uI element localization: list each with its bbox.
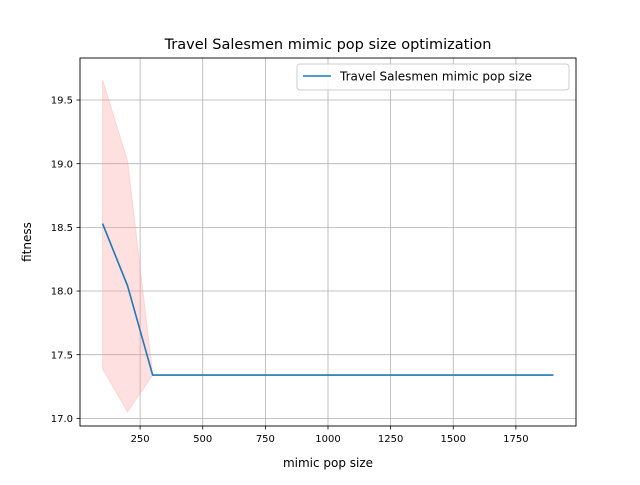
x-tick-label: 500 [193,434,212,445]
y-tick-label: 18.5 [51,223,73,234]
series-line [101,223,554,376]
x-axis-label: mimic pop size [283,456,373,470]
x-tick-label: 1250 [378,434,403,445]
x-tick-label: 1750 [503,434,528,445]
y-tick-label: 18.0 [51,287,73,298]
chart-title: Travel Salesmen mimic pop size optimizat… [164,37,492,53]
grid [80,58,576,426]
y-tick-label: 19.5 [51,96,73,107]
y-axis-label: fitness [20,222,34,262]
legend-label: Travel Salesmen mimic pop size [339,70,532,84]
axis-ticks: 250 500 750 1000 1250 1500 1750 17.0 17.5 18.0 18.… [51,96,529,445]
legend: Travel Salesmen mimic pop size [296,63,570,91]
x-tick-label: 1500 [441,434,466,445]
y-tick-label: 17.5 [51,350,73,361]
x-tick-label: 1000 [315,434,340,445]
legend-box [296,63,570,91]
series-layer [101,223,554,376]
y-tick-label: 17.0 [51,414,73,425]
y-tick-label: 19.0 [51,159,73,170]
x-tick-label: 250 [131,434,150,445]
x-tick-label: 750 [256,434,275,445]
